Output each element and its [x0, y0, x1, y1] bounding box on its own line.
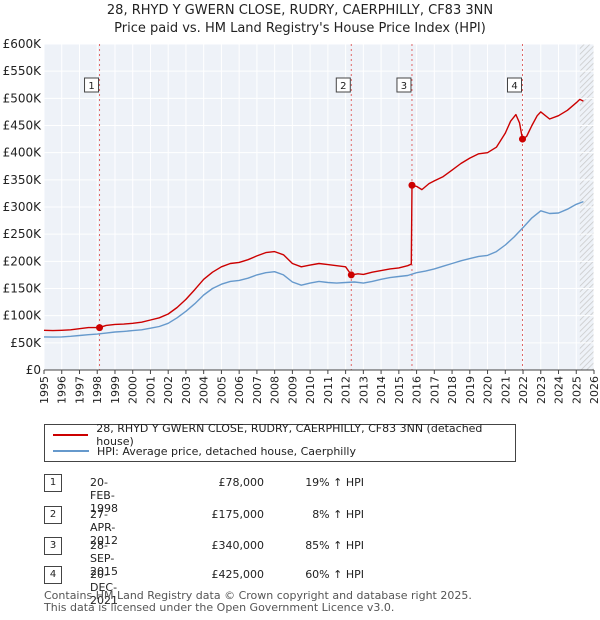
x-tick-label: 2002 [162, 376, 175, 404]
transaction-date: 28-SEP-2015 [90, 539, 118, 578]
x-tick-label: 2007 [251, 376, 264, 404]
x-tick-label: 2006 [233, 376, 246, 404]
footer-line-licence: This data is licensed under the Open Gov… [44, 601, 395, 614]
transaction-price: £175,000 [211, 508, 265, 521]
x-tick-label: 2003 [180, 376, 193, 404]
y-tick-label: £150K [3, 282, 43, 296]
y-tick-label: £0 [26, 363, 41, 377]
x-tick-label: 2024 [553, 376, 566, 404]
transaction-number: 2 [44, 506, 62, 524]
x-tick-label: 2010 [304, 376, 317, 404]
transaction-price: £78,000 [218, 476, 265, 489]
sale-number-label: 2 [340, 81, 346, 92]
chart-title-block: 28, RHYD Y GWERN CLOSE, RUDRY, CAERPHILL… [0, 2, 600, 38]
x-tick-label: 2011 [322, 376, 335, 404]
sale-number-box [396, 77, 412, 93]
transaction-number: 3 [44, 537, 62, 555]
legend-swatch-property [53, 434, 89, 436]
x-tick-label: 2013 [357, 376, 370, 404]
transaction-date: 20-DEC-2021 [90, 568, 118, 607]
sale-number-box [335, 77, 351, 93]
x-tick-label: 2018 [446, 376, 459, 404]
x-tick-label: 2017 [428, 376, 441, 404]
chart-title: 28, RHYD Y GWERN CLOSE, RUDRY, CAERPHILL… [106, 3, 494, 18]
sale-number-label: 1 [88, 81, 94, 92]
legend-label-property: 28, RHYD Y GWERN CLOSE, RUDRY, CAERPHILL… [96, 422, 483, 448]
y-tick-label: £500K [3, 91, 43, 105]
x-tick-label: 2016 [411, 376, 424, 404]
sale-number-label: 4 [511, 81, 517, 92]
x-tick-label: 2020 [482, 376, 495, 404]
transaction-date: 27-APR-2012 [90, 508, 118, 547]
chart-subtitle: Price paid vs. HM Land Registry's House … [114, 21, 486, 36]
sale-number-box [84, 77, 100, 93]
transaction-hpi: 19% ↑ HPI [305, 476, 364, 489]
x-tick-label: 2005 [215, 376, 228, 404]
x-tick-label: 1996 [56, 376, 69, 404]
legend-label-hpi: HPI: Average price, detached house, Caer… [97, 444, 356, 458]
y-tick-label: £450K [3, 119, 43, 133]
x-tick-label: 2022 [517, 376, 530, 404]
y-tick-label: £550K [3, 64, 43, 78]
x-tick-label: 1998 [91, 376, 104, 404]
x-tick-label: 2023 [535, 376, 548, 404]
legend-swatch-hpi [53, 450, 89, 452]
transaction-number: 4 [44, 566, 62, 584]
x-tick-label: 2001 [144, 376, 157, 404]
x-tick-label: 1995 [38, 376, 51, 404]
x-tick-label: 2025 [570, 376, 583, 404]
y-tick-label: £300K [3, 200, 43, 214]
transaction-hpi: 8% ↑ HPI [312, 508, 364, 521]
x-tick-label: 2008 [269, 376, 282, 404]
y-tick-label: £100K [3, 309, 43, 323]
sale-point [408, 181, 416, 189]
x-tick-label: 2019 [464, 376, 477, 404]
x-tick-label: 2009 [286, 376, 299, 404]
y-tick-label: £250K [3, 227, 43, 241]
sale-point [96, 324, 104, 332]
legend-item-hpi: HPI: Average price, detached house, Caer… [53, 443, 356, 459]
y-tick-label: £50K [10, 336, 42, 350]
x-tick-label: 2015 [393, 376, 406, 404]
transaction-price: £425,000 [211, 568, 265, 581]
sale-point [519, 135, 526, 143]
price-chart: 1 2 3 4 £0 £50K £100K £150K £200K £250K £300K £350K… [3, 37, 600, 404]
y-tick-label: £200K [3, 254, 43, 268]
legend: 28, RHYD Y GWERN CLOSE, RUDRY, CAERPHILL… [44, 422, 516, 462]
sale-point [347, 271, 355, 279]
sale-number-label: 3 [401, 81, 407, 92]
x-tick-label: 2014 [375, 376, 388, 404]
x-tick-label: 2012 [340, 376, 353, 404]
x-tick-label: 1997 [73, 376, 86, 404]
x-tick-label: 2000 [127, 376, 140, 404]
y-tick-label: £400K [3, 146, 43, 160]
transaction-date: 20-FEB-1998 [90, 476, 118, 515]
x-tick-label: 1999 [109, 376, 122, 404]
sale-number-box [507, 77, 522, 93]
transaction-number: 1 [44, 474, 62, 492]
footer-line-copyright: Contains HM Land Registry data © Crown c… [44, 589, 472, 602]
x-tick-label: 2026 [588, 376, 600, 404]
y-tick-label: £600K [3, 37, 43, 51]
footer-attribution: Contains HM Land Registry data © Crown c… [44, 590, 472, 614]
y-tick-label: £350K [3, 173, 43, 187]
transaction-hpi: 60% ↑ HPI [305, 568, 364, 581]
transaction-hpi: 85% ↑ HPI [305, 539, 364, 552]
transaction-price: £340,000 [211, 539, 265, 552]
hpi-series-line [43, 200, 584, 338]
x-tick-label: 2021 [499, 376, 512, 404]
x-tick-label: 2004 [198, 376, 211, 404]
legend-item-property: 28, RHYD Y GWERN CLOSE, RUDRY, CAERPHILL… [53, 422, 515, 448]
